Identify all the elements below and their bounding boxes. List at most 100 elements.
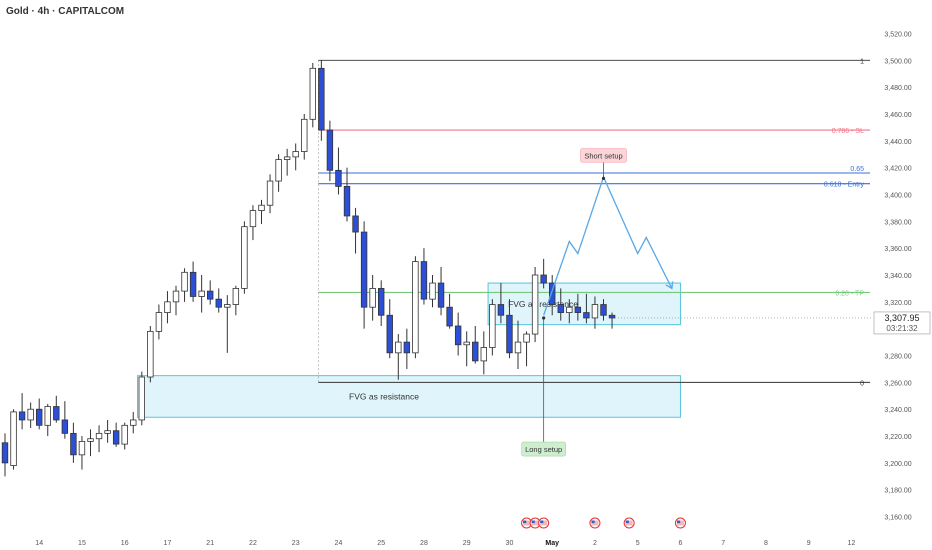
candle-body[interactable] xyxy=(87,438,94,442)
long-setup-badge[interactable] xyxy=(521,441,566,457)
candle-body[interactable] xyxy=(44,406,51,426)
candle-body[interactable] xyxy=(600,304,607,316)
candle-body[interactable] xyxy=(138,376,145,421)
candle-body[interactable] xyxy=(318,67,325,131)
candle-body[interactable] xyxy=(566,306,573,313)
candle-body[interactable] xyxy=(472,341,479,362)
flag-stripes xyxy=(531,520,539,526)
candle-body[interactable] xyxy=(292,151,299,158)
candle-body[interactable] xyxy=(53,406,60,421)
x-tick-label: 25 xyxy=(377,540,385,547)
candle-body[interactable] xyxy=(10,411,17,466)
candle-body[interactable] xyxy=(27,408,34,421)
candle-body[interactable] xyxy=(266,180,274,206)
y-tick-label: 3,400.00 xyxy=(884,192,911,199)
candle-body[interactable] xyxy=(249,210,257,228)
x-tick-label: 15 xyxy=(78,540,86,547)
candle-body[interactable] xyxy=(557,304,564,313)
y-tick-label: 3,480.00 xyxy=(884,85,911,92)
candle-body[interactable] xyxy=(198,290,205,297)
x-tick-label: 14 xyxy=(35,540,43,547)
candle-body[interactable] xyxy=(181,271,188,292)
candle-body[interactable] xyxy=(70,432,77,456)
flag-stripes xyxy=(676,520,684,526)
candle-body[interactable] xyxy=(206,290,214,300)
x-tick-label: 29 xyxy=(463,540,471,547)
candle-body[interactable] xyxy=(540,274,547,284)
long-setup-label: Long setup xyxy=(525,445,562,454)
candle-body[interactable] xyxy=(258,204,265,211)
y-tick-label: 3,460.00 xyxy=(884,112,911,119)
flag-canton xyxy=(625,520,629,524)
candle-body[interactable] xyxy=(523,333,530,343)
x-tick-label: 5 xyxy=(636,540,640,547)
fib-level-label: 0.28 - TP xyxy=(835,290,864,297)
candle-body[interactable] xyxy=(420,261,428,300)
candle-body[interactable] xyxy=(549,282,556,305)
candle-body[interactable] xyxy=(369,288,376,308)
candle-body[interactable] xyxy=(164,301,171,313)
candle-body[interactable] xyxy=(395,341,402,354)
y-tick-label: 3,320.00 xyxy=(884,300,911,307)
fib-level-label: 0 xyxy=(860,380,864,387)
candle-body[interactable] xyxy=(172,290,180,303)
fvg-label: FVG as resistance xyxy=(349,391,419,401)
candle-body[interactable] xyxy=(1,442,9,464)
candle-body[interactable] xyxy=(18,411,26,421)
candle-body[interactable] xyxy=(437,282,445,308)
candle-body[interactable] xyxy=(36,408,43,426)
x-tick-label: 21 xyxy=(206,540,214,547)
candle-body[interactable] xyxy=(130,419,137,426)
candle-body[interactable] xyxy=(429,282,436,300)
candle-body[interactable] xyxy=(95,432,103,440)
candle-body[interactable] xyxy=(104,430,111,434)
candle-body[interactable] xyxy=(112,430,120,445)
candle-body[interactable] xyxy=(497,304,505,316)
y-tick-label: 3,280.00 xyxy=(884,354,911,361)
candle-body[interactable] xyxy=(189,271,197,297)
candle-body[interactable] xyxy=(386,314,393,354)
candle-body[interactable] xyxy=(403,341,411,354)
candle-body[interactable] xyxy=(591,304,599,319)
candle-body[interactable] xyxy=(78,441,86,456)
candle-body[interactable] xyxy=(531,274,539,335)
candle-body[interactable] xyxy=(446,306,453,327)
short-setup-badge[interactable] xyxy=(580,148,627,163)
candle-body[interactable] xyxy=(224,304,231,308)
candle-body[interactable] xyxy=(480,347,487,362)
candle-body[interactable] xyxy=(506,314,513,354)
candle-body[interactable] xyxy=(360,231,368,308)
candle-body[interactable] xyxy=(283,156,291,160)
candle-body[interactable] xyxy=(583,312,590,319)
annotation-anchor xyxy=(601,176,606,180)
candle-body[interactable] xyxy=(463,341,470,346)
y-tick-label: 3,340.00 xyxy=(884,273,911,280)
candle-body[interactable] xyxy=(343,186,351,217)
candle-body[interactable] xyxy=(608,314,616,319)
candle-body[interactable] xyxy=(215,298,222,308)
candle-body[interactable] xyxy=(232,288,240,305)
candle-body[interactable] xyxy=(309,67,316,120)
candle-body[interactable] xyxy=(454,325,462,346)
candle-body[interactable] xyxy=(514,341,522,354)
candle-body[interactable] xyxy=(147,330,154,378)
candle-body[interactable] xyxy=(301,118,308,152)
candle-body[interactable] xyxy=(241,226,248,289)
fib-level-label: 0.618 - Entry xyxy=(824,182,865,189)
candle-body[interactable] xyxy=(574,306,582,313)
candle-body[interactable] xyxy=(489,304,496,348)
candle-body[interactable] xyxy=(121,424,128,445)
candle-body[interactable] xyxy=(275,159,282,182)
candle-body[interactable] xyxy=(155,312,163,332)
x-tick-label: 22 xyxy=(249,540,257,547)
candle-body[interactable] xyxy=(61,419,69,434)
candle-body[interactable] xyxy=(326,129,334,171)
candle-body[interactable] xyxy=(352,215,359,233)
candle-body[interactable] xyxy=(377,288,385,316)
fvg-label: FVG as resistance xyxy=(508,299,578,309)
candle-body[interactable] xyxy=(412,261,419,354)
flag-stripes xyxy=(540,520,548,526)
short-setup-label: Short setup xyxy=(584,151,622,160)
candle-body[interactable] xyxy=(335,169,342,187)
